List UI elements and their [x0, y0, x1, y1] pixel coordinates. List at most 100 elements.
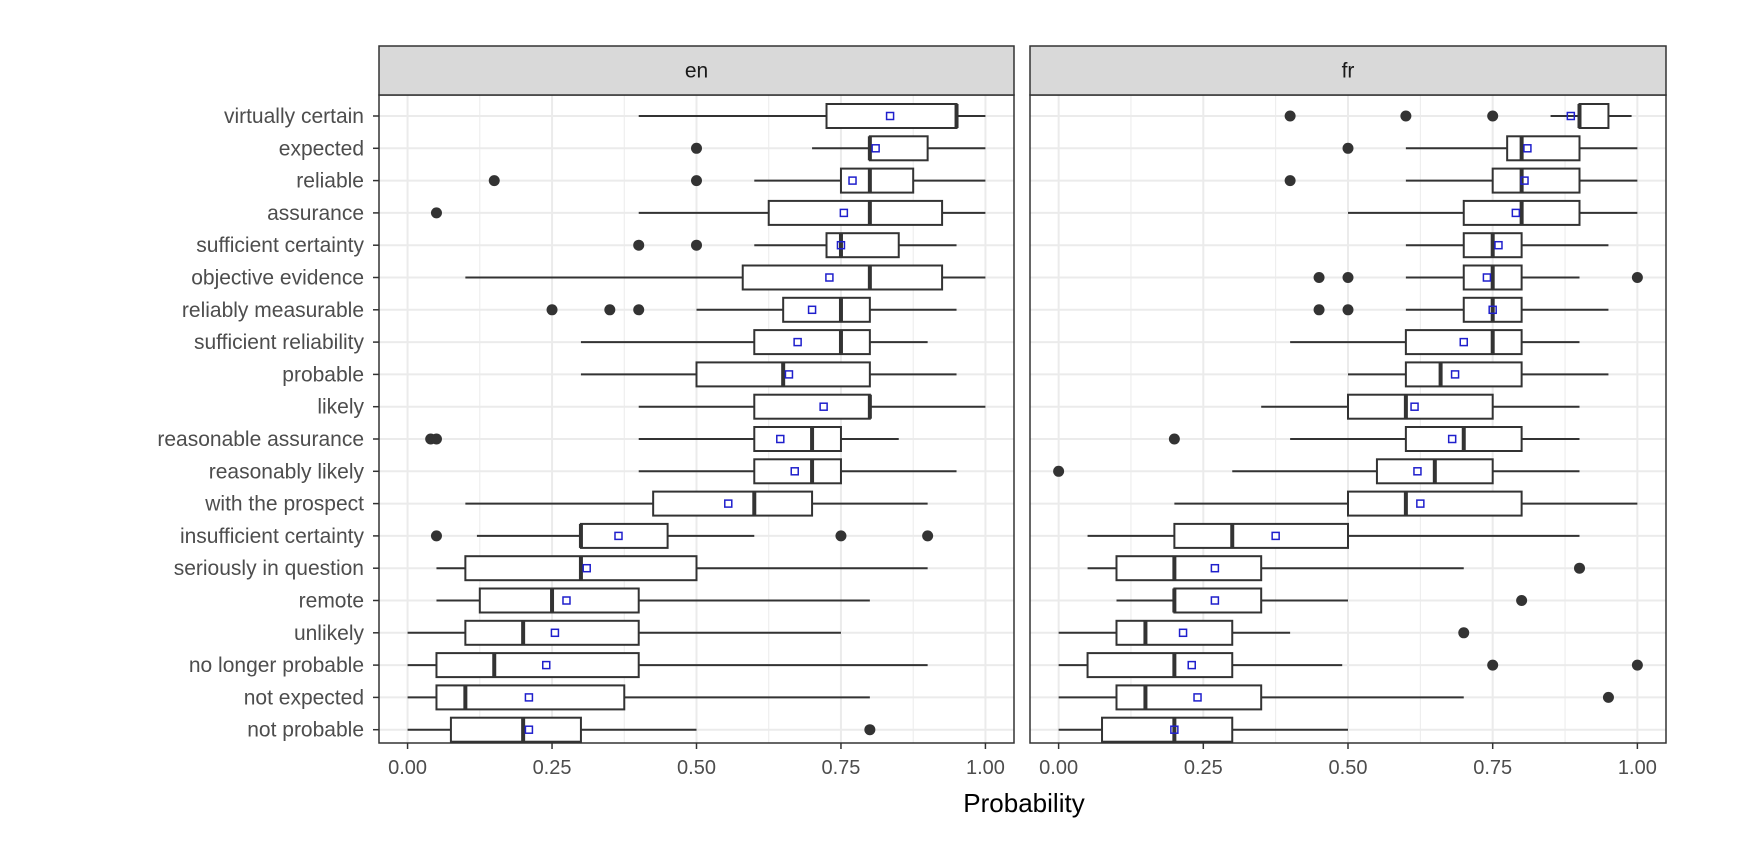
outlier-point: [1602, 691, 1614, 703]
outlier-point: [922, 530, 934, 542]
outlier-point: [1400, 110, 1412, 122]
mean-marker: [1187, 660, 1196, 670]
box-remote: [436, 587, 870, 614]
category-label: virtually certain: [224, 105, 364, 128]
outlier-point: [488, 175, 500, 187]
mean-marker: [524, 725, 534, 734]
outlier-point: [1313, 304, 1325, 316]
mean-marker: [1410, 402, 1419, 411]
outlier-point: [1313, 272, 1325, 283]
outlier-point: [1342, 272, 1354, 283]
outlier-point: [691, 142, 702, 154]
category-label: not expected: [244, 686, 364, 709]
category-axis: virtually certain expected reliable assuran…: [157, 105, 379, 742]
x-tick-label: 0.75: [1473, 757, 1512, 779]
category-label: sufficient certainty: [196, 234, 364, 257]
x-axis-title: Probability: [963, 788, 1084, 818]
box-iqr: [1578, 103, 1610, 129]
mean-marker: [784, 370, 794, 379]
mean-marker: [848, 176, 857, 185]
box-virtually-certain: [1284, 103, 1632, 129]
box-likely: [638, 393, 986, 420]
box-iqr: [753, 393, 871, 420]
category-label: reliable: [296, 170, 364, 193]
box-iqr: [1404, 329, 1523, 356]
mean-marker: [790, 467, 799, 476]
box-sufficient-certainty: [1405, 232, 1609, 259]
mean-marker: [776, 434, 785, 444]
x-tick-label: 0.75: [821, 757, 860, 779]
outlier-point: [1458, 627, 1470, 639]
box-iqr: [753, 426, 842, 452]
box-unlikely: [1058, 619, 1470, 646]
mean-marker: [1193, 693, 1202, 702]
mean-marker: [1178, 628, 1188, 638]
x-tick-label: 0.00: [1039, 757, 1078, 779]
box-virtually-certain: [638, 103, 986, 129]
mean-marker: [793, 337, 802, 347]
x-tick-label: 1.00: [966, 757, 1005, 779]
box-expected: [691, 135, 986, 162]
box-seriously-in-question: [436, 555, 928, 582]
box-reasonable-assurance: [1168, 426, 1580, 452]
outlier-point: [691, 175, 702, 187]
mean-marker: [1413, 467, 1422, 476]
mean-marker: [562, 596, 571, 605]
facet-strip-label: fr: [1342, 60, 1355, 83]
outlier-point: [1631, 272, 1643, 283]
box-iqr: [825, 232, 900, 259]
box-iqr: [449, 716, 582, 743]
mean-marker: [1170, 725, 1179, 734]
mean-marker: [839, 208, 849, 218]
outlier-point: [864, 724, 876, 736]
box-sufficient-certainty: [633, 232, 957, 259]
box-iqr: [1173, 522, 1349, 549]
mean-marker: [1210, 596, 1220, 605]
box-reliably-measurable: [546, 296, 957, 323]
x-tick-label: 0.25: [1184, 757, 1223, 779]
outlier-point: [1284, 110, 1296, 122]
box-reasonably-likely: [638, 458, 957, 485]
mean-marker: [1482, 273, 1492, 282]
mean-marker: [550, 628, 560, 638]
box-iqr: [579, 522, 669, 549]
outlier-point: [604, 304, 616, 316]
category-label: expected: [279, 137, 364, 160]
box-iqr: [1347, 490, 1523, 517]
category-label: not probable: [247, 719, 364, 742]
box-sufficient-reliability: [1290, 329, 1580, 356]
box-expected: [1342, 135, 1638, 162]
box-not-probable: [407, 716, 876, 743]
box-seriously-in-question: [1087, 555, 1586, 582]
mean-marker: [807, 305, 817, 315]
box-iqr: [1086, 652, 1234, 679]
box-iqr: [1115, 555, 1263, 582]
outlier-point: [633, 304, 645, 316]
box-not-probable: [1058, 716, 1348, 743]
mean-marker: [524, 693, 534, 702]
mean-marker: [1450, 370, 1460, 379]
box-objective-evidence: [465, 264, 986, 291]
box-reliably-measurable: [1313, 296, 1609, 323]
outlier-point: [1516, 595, 1528, 606]
box-objective-evidence: [1313, 264, 1643, 291]
box-probable: [580, 361, 957, 388]
box-iqr: [1506, 135, 1581, 162]
box-iqr: [767, 199, 944, 226]
outlier-point: [430, 207, 442, 219]
outlier-point: [835, 530, 847, 542]
box-with-the-prospect: [465, 490, 928, 517]
mean-marker: [582, 563, 591, 573]
mean-marker: [819, 402, 828, 411]
mean-marker: [871, 144, 880, 153]
mean-marker: [1416, 499, 1425, 508]
box-probable: [1348, 361, 1609, 388]
mean-marker: [1523, 144, 1532, 153]
box-unlikely: [407, 619, 841, 646]
x-tick-label: 1.00: [1618, 757, 1657, 779]
box-iqr: [839, 167, 915, 194]
mean-marker: [1488, 305, 1497, 315]
category-label: remote: [299, 590, 364, 613]
outlier-point: [1284, 175, 1296, 187]
